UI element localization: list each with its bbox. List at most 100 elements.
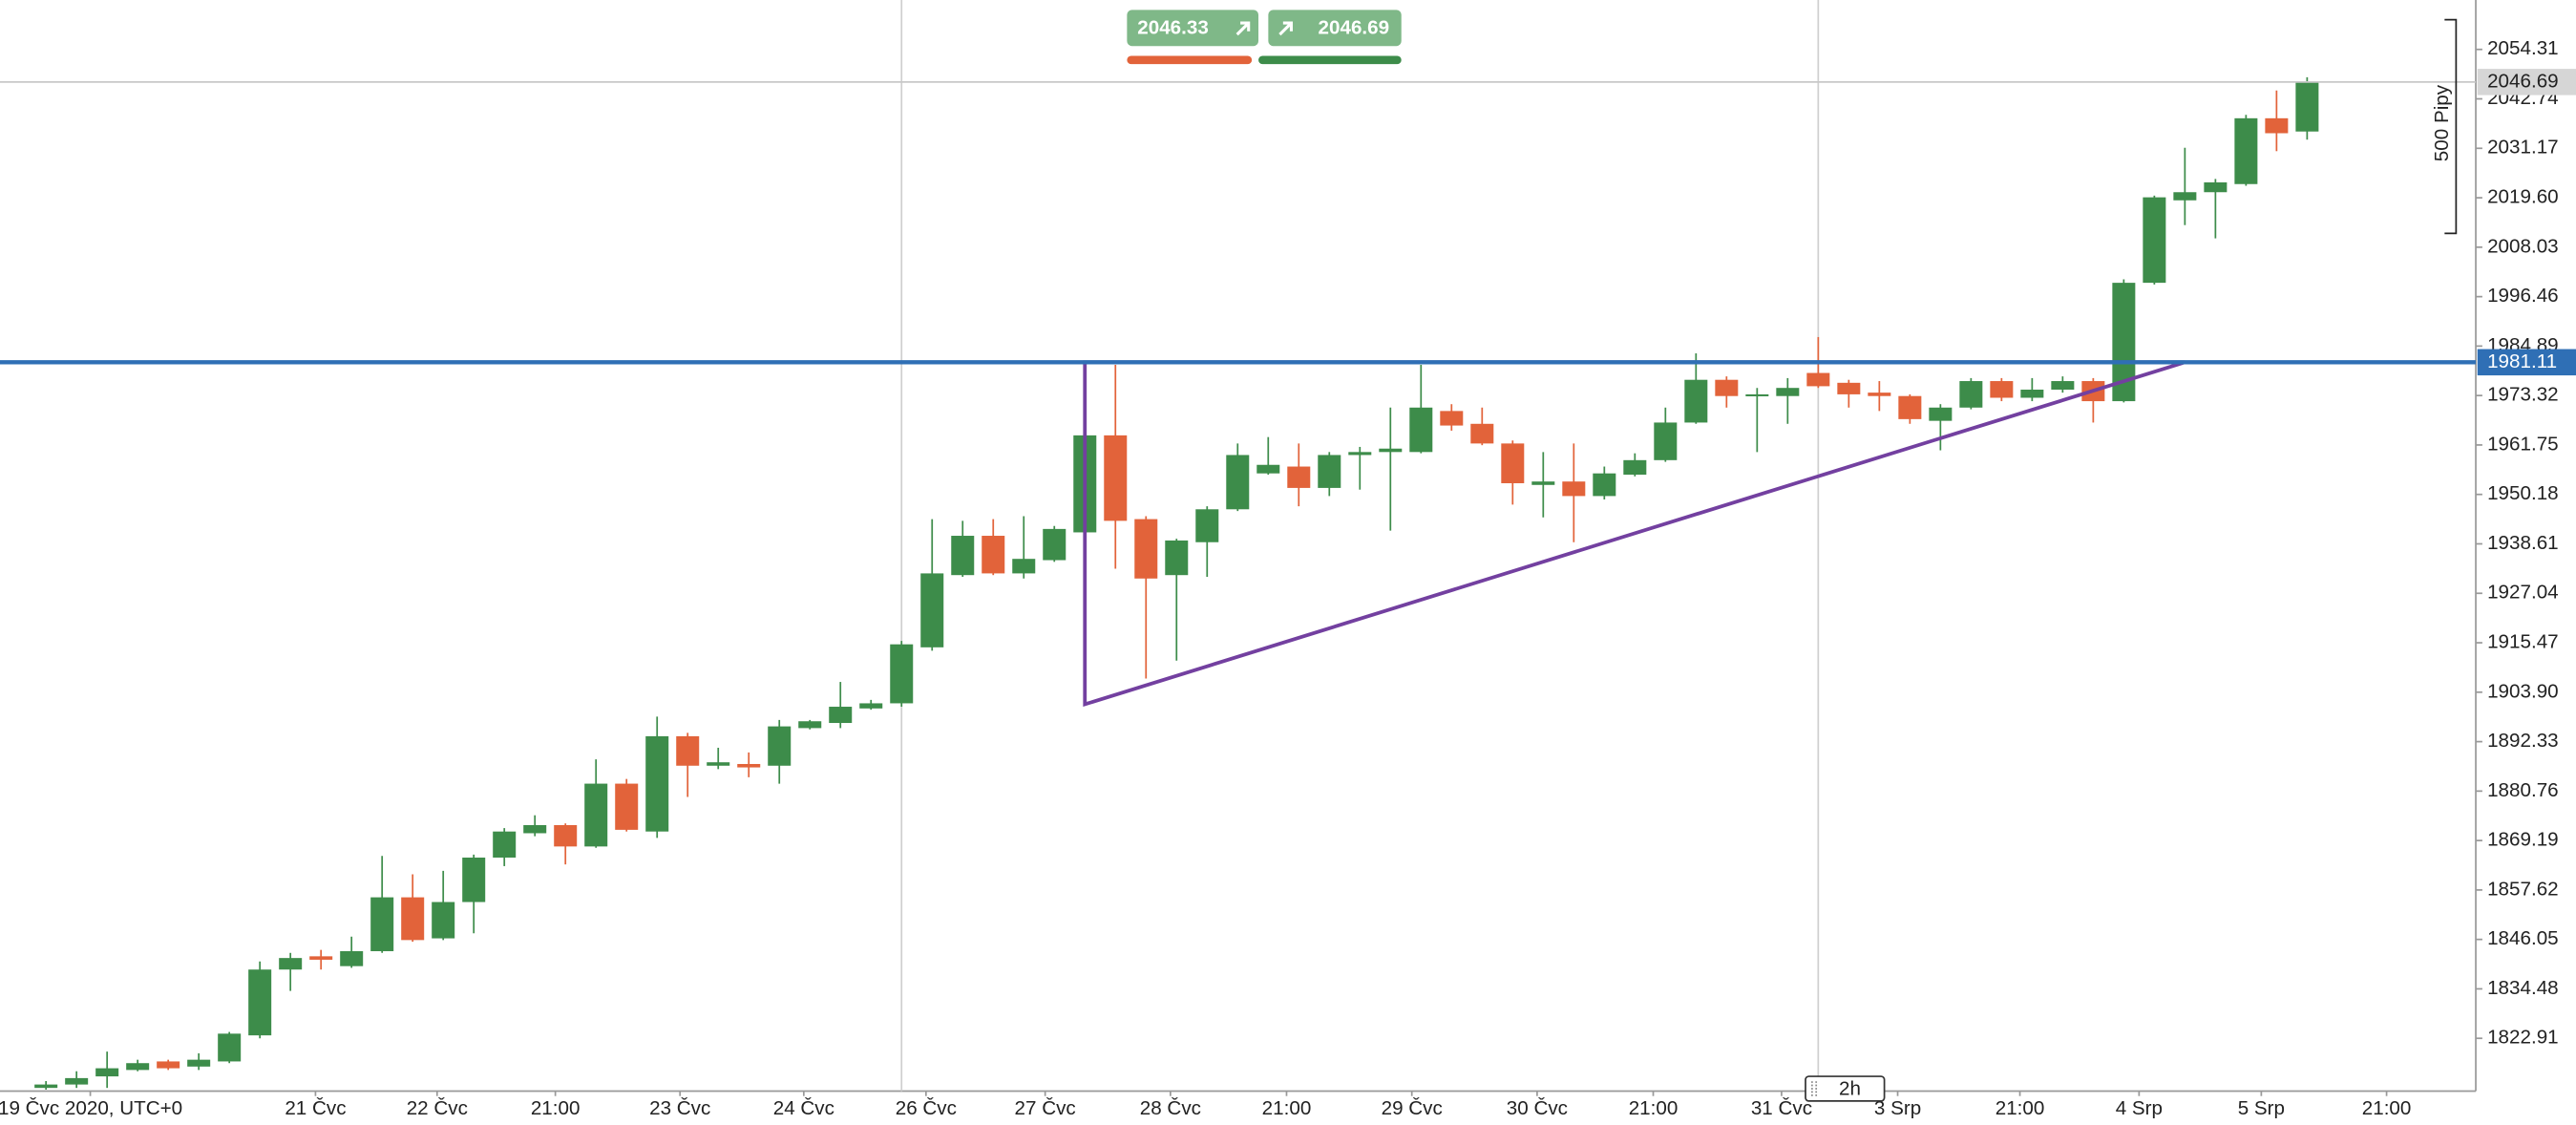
current-price-box <box>2477 69 2576 96</box>
candle-body <box>768 726 792 766</box>
candle-body <box>309 956 333 960</box>
y-tick-label: 1822.91 <box>2487 1027 2559 1049</box>
candle-body <box>1715 379 1739 396</box>
sell-price[interactable]: 2046.33 <box>1137 17 1209 39</box>
x-tick-label: 27 Čvc <box>1015 1097 1076 1119</box>
x-tick-label: 19 Čvc 2020, UTC+0 <box>0 1097 182 1119</box>
candle-body <box>1562 481 1586 497</box>
candle-body <box>890 644 914 704</box>
candle-body <box>248 969 272 1036</box>
candle-body <box>432 902 455 939</box>
candle-body <box>829 707 853 724</box>
candle-body <box>1195 509 1219 542</box>
candle-body <box>493 831 517 858</box>
y-tick-label: 2019.60 <box>2487 186 2559 208</box>
x-tick-label: 5 Srp <box>2238 1097 2285 1119</box>
x-tick-label: 30 Čvc <box>1507 1097 1568 1119</box>
candle-body <box>1318 455 1341 488</box>
candle-body <box>2051 381 2075 390</box>
candle-body <box>859 703 883 709</box>
sell-bar <box>1127 55 1253 65</box>
candle-body <box>126 1063 150 1071</box>
y-tick-label: 1880.76 <box>2487 779 2559 801</box>
buy-button[interactable]: 2046.69 <box>1258 10 1402 65</box>
candle-body <box>951 536 975 576</box>
candle-body <box>187 1059 211 1067</box>
y-tick-label: 1892.33 <box>2487 730 2559 752</box>
candle-body <box>1776 388 1800 396</box>
candle-body <box>2173 192 2197 201</box>
candle-body <box>95 1068 119 1077</box>
buy-arrow <box>1278 21 1293 36</box>
x-tick-label: 29 Čvc <box>1382 1097 1443 1119</box>
candle-body <box>2265 117 2289 134</box>
candle-body <box>676 735 700 766</box>
candle-body <box>1501 443 1525 483</box>
y-tick-label: 1903.90 <box>2487 680 2559 702</box>
range-label: 500 Pipy <box>2431 84 2453 161</box>
y-tick-label: 1961.75 <box>2487 433 2559 455</box>
x-tick-label: 21:00 <box>531 1097 581 1119</box>
candle-body <box>798 721 822 729</box>
y-tick-label: 1996.46 <box>2487 285 2559 307</box>
candle-body <box>982 536 1005 574</box>
candle-body <box>2143 197 2166 284</box>
y-tick-label: 1869.19 <box>2487 829 2559 851</box>
interval-box[interactable] <box>1805 1075 1886 1102</box>
candle-body <box>34 1084 58 1089</box>
candle-body <box>370 897 394 951</box>
candle-body <box>340 950 364 966</box>
x-tick-label: 21:00 <box>1629 1097 1679 1119</box>
y-tick-label: 1950.18 <box>2487 482 2559 504</box>
candle-body <box>1531 481 1555 485</box>
candle-body <box>65 1077 89 1085</box>
candle-body <box>1684 379 1708 423</box>
candle-body <box>1654 422 1678 460</box>
x-tick-label: 21:00 <box>2362 1097 2412 1119</box>
y-tick-label: 1857.62 <box>2487 878 2559 900</box>
candle-body <box>1959 381 1983 408</box>
y-tick-label: 2031.17 <box>2487 137 2559 159</box>
candle-body <box>218 1033 242 1062</box>
buy-bar <box>1258 55 1402 65</box>
sell-button[interactable]: 2046.33 <box>1127 10 1259 65</box>
y-tick-label: 2054.31 <box>2487 37 2559 59</box>
interval-control[interactable]: 2h <box>1805 1075 1886 1102</box>
candle-body <box>1837 382 1861 394</box>
plot <box>34 76 2319 1090</box>
candle-body <box>1134 519 1158 579</box>
candle-body <box>2295 81 2319 132</box>
x-tick-label: 21:00 <box>1262 1097 1312 1119</box>
level-label: 1981.11 <box>2487 350 2557 372</box>
candle-body <box>157 1061 180 1069</box>
x-tick-label: 31 Čvc <box>1751 1097 1812 1119</box>
candle-body <box>737 763 761 768</box>
candle-body <box>1104 435 1128 521</box>
x-tick-label: 26 Čvc <box>896 1097 957 1119</box>
y-tick-label: 1834.48 <box>2487 977 2559 999</box>
overlay: 2046.69 1981.11 <box>0 69 2576 708</box>
interval-label[interactable]: 2h <box>1839 1077 1861 1099</box>
candle-body <box>920 573 944 647</box>
candle-body <box>1287 466 1311 488</box>
candle-body <box>1745 393 1769 396</box>
candle-body <box>1379 448 1403 453</box>
x-tick-label: 4 Srp <box>2116 1097 2163 1119</box>
y-tick-label: 1973.32 <box>2487 384 2559 406</box>
candle-body <box>1868 393 1891 396</box>
y-tick-label: 2008.03 <box>2487 235 2559 257</box>
candle-body <box>1440 411 1464 426</box>
buy-box[interactable] <box>1268 10 1402 47</box>
x-tick-label: 21 Čvc <box>285 1097 346 1119</box>
candle-body <box>523 824 547 834</box>
x-tick-label: 21:00 <box>1995 1097 2045 1119</box>
candle-body <box>1165 540 1189 576</box>
sell-box[interactable] <box>1127 10 1259 47</box>
x-tick-label: 3 Srp <box>1874 1097 1921 1119</box>
sell-arrow <box>1235 21 1251 36</box>
x-tick-label: 28 Čvc <box>1140 1097 1201 1119</box>
candle-body <box>1990 381 2014 398</box>
buy-price[interactable]: 2046.69 <box>1319 17 1390 39</box>
range-bracket <box>2444 18 2458 235</box>
